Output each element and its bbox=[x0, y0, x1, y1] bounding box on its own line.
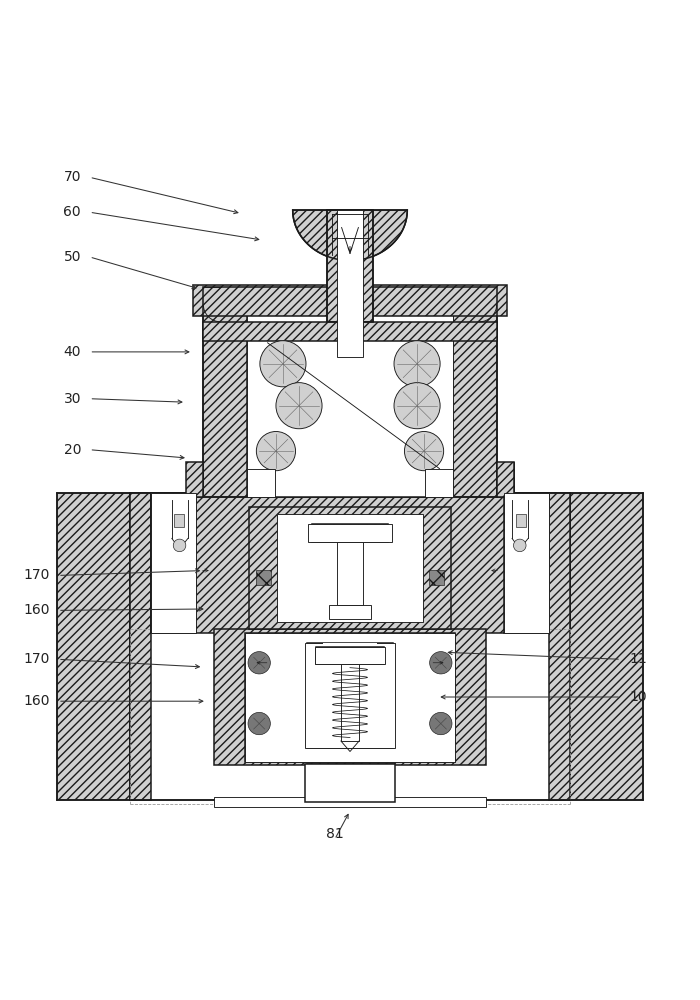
Bar bbox=[340, 542, 360, 605]
Bar bbox=[151, 493, 196, 633]
Bar bbox=[328, 210, 372, 322]
Circle shape bbox=[248, 652, 270, 674]
Text: 70: 70 bbox=[64, 170, 81, 184]
Bar bbox=[130, 493, 151, 800]
Text: 160: 160 bbox=[23, 694, 50, 708]
Bar bbox=[429, 570, 444, 585]
Polygon shape bbox=[57, 493, 130, 800]
Polygon shape bbox=[293, 210, 407, 260]
Circle shape bbox=[514, 539, 526, 552]
Bar bbox=[426, 469, 454, 497]
Text: 160: 160 bbox=[23, 603, 50, 617]
Bar bbox=[245, 633, 455, 762]
Text: 20: 20 bbox=[64, 443, 81, 457]
Bar bbox=[245, 633, 455, 762]
Circle shape bbox=[394, 341, 440, 387]
Bar bbox=[315, 647, 385, 664]
Bar bbox=[246, 469, 274, 497]
Bar bbox=[328, 210, 372, 322]
Bar bbox=[130, 493, 570, 800]
Circle shape bbox=[256, 432, 295, 471]
Circle shape bbox=[276, 383, 322, 429]
Bar bbox=[312, 524, 388, 542]
Bar bbox=[549, 493, 570, 800]
Polygon shape bbox=[570, 493, 643, 800]
Bar bbox=[203, 287, 497, 497]
Text: 10: 10 bbox=[629, 690, 647, 704]
Circle shape bbox=[430, 652, 452, 674]
Bar bbox=[193, 285, 508, 316]
Bar bbox=[256, 570, 271, 585]
Circle shape bbox=[430, 712, 452, 735]
Bar bbox=[214, 629, 486, 765]
Text: 30: 30 bbox=[64, 392, 81, 406]
Bar bbox=[304, 643, 395, 748]
Bar bbox=[276, 514, 424, 622]
Circle shape bbox=[248, 712, 270, 735]
Bar bbox=[304, 764, 395, 802]
Bar bbox=[186, 462, 203, 497]
Bar bbox=[203, 287, 246, 497]
Bar bbox=[316, 647, 384, 664]
Text: 81: 81 bbox=[326, 827, 344, 841]
Bar bbox=[504, 493, 549, 633]
Bar bbox=[151, 493, 549, 633]
Bar bbox=[516, 514, 526, 527]
Bar bbox=[497, 462, 514, 497]
Bar bbox=[497, 462, 514, 497]
Bar bbox=[307, 643, 393, 748]
Circle shape bbox=[394, 383, 440, 429]
Bar bbox=[308, 524, 392, 542]
Bar bbox=[248, 507, 452, 629]
Bar bbox=[341, 664, 359, 741]
Bar bbox=[504, 493, 549, 633]
Bar bbox=[329, 605, 371, 619]
Bar bbox=[174, 514, 184, 527]
Bar bbox=[203, 322, 497, 341]
Bar bbox=[151, 493, 196, 633]
Text: 170: 170 bbox=[23, 568, 50, 582]
Text: 50: 50 bbox=[64, 250, 81, 264]
Bar bbox=[323, 643, 377, 748]
Bar bbox=[307, 764, 393, 802]
Text: 11: 11 bbox=[629, 652, 648, 666]
Polygon shape bbox=[293, 210, 407, 260]
Bar bbox=[246, 287, 454, 497]
Text: 60: 60 bbox=[64, 205, 81, 219]
Bar bbox=[186, 462, 203, 497]
Bar bbox=[337, 210, 363, 357]
Bar bbox=[337, 542, 363, 605]
Circle shape bbox=[174, 539, 186, 552]
Bar bbox=[214, 797, 486, 807]
Bar bbox=[454, 287, 497, 497]
Circle shape bbox=[260, 341, 306, 387]
Text: 40: 40 bbox=[64, 345, 81, 359]
Text: 170: 170 bbox=[23, 652, 50, 666]
Circle shape bbox=[405, 432, 444, 471]
